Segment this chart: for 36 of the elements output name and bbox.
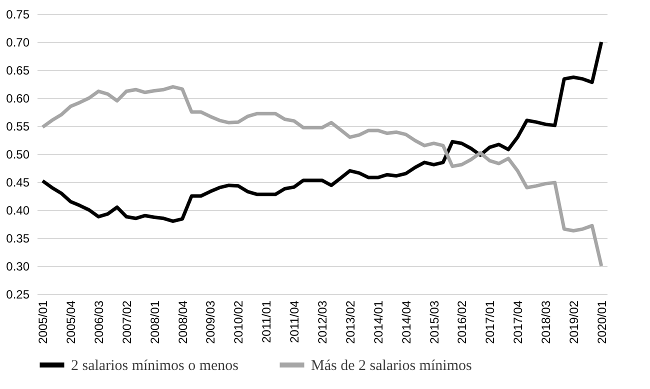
y-tick-label: 0.60 — [6, 92, 30, 106]
x-tick-label: 2009/03 — [204, 300, 218, 344]
x-tick-label: 2012/03 — [316, 300, 330, 344]
line-series — [40, 40, 604, 223]
x-tick-label: 2017/04 — [511, 300, 526, 344]
legend-label: Más de 2 salarios mínimos — [311, 358, 472, 374]
x-tick-label: 2007/02 — [120, 300, 134, 344]
y-tick-label: 0.65 — [6, 64, 30, 78]
y-tick-label: 0.35 — [6, 232, 30, 246]
y-tick-label: 0.55 — [6, 120, 30, 134]
legend-label: 2 salarios mínimos o menos — [71, 358, 239, 374]
x-tick-label: 2017/01 — [483, 300, 498, 344]
x-tick-label: 2011/01 — [260, 300, 274, 343]
y-tick-label: 0.45 — [6, 176, 30, 190]
x-tick-label: 2016/02 — [455, 300, 470, 344]
x-tick-label: 2014/04 — [399, 300, 414, 344]
x-tick-label: 2005/04 — [64, 300, 78, 344]
y-tick-label: 0.70 — [6, 36, 30, 50]
x-tick-label: 2011/04 — [288, 300, 302, 343]
x-tick-label: 2008/04 — [176, 300, 190, 344]
x-tick-label: 2006/03 — [92, 300, 106, 344]
x-tick-label: 2013/02 — [343, 300, 358, 344]
x-tick-label: 2014/01 — [371, 300, 386, 344]
y-tick-label: 0.40 — [6, 204, 30, 218]
line-series — [40, 85, 604, 268]
y-tick-label: 0.25 — [6, 288, 30, 302]
y-tick-label: 0.75 — [6, 8, 30, 22]
x-tick-label: 2020/01 — [594, 300, 609, 344]
y-tick-label: 0.50 — [6, 148, 30, 162]
y-tick-label: 0.30 — [6, 260, 30, 274]
x-tick-label: 2019/02 — [566, 300, 581, 344]
x-tick-label: 2005/01 — [36, 300, 50, 344]
x-tick-label: 2008/01 — [148, 300, 162, 344]
x-tick-label: 2018/03 — [539, 300, 554, 344]
x-tick-label: 2015/03 — [427, 300, 442, 344]
x-tick-label: 2010/02 — [232, 300, 246, 344]
